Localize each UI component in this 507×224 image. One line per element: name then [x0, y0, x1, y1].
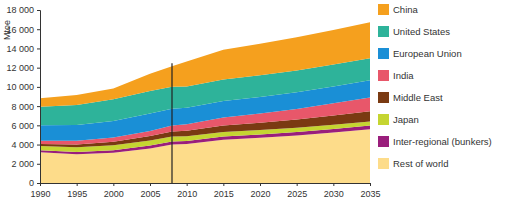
legend-label: India — [393, 70, 414, 81]
y-tick-mark — [37, 68, 40, 69]
legend-swatch — [378, 158, 389, 169]
y-tick-label: 8 000 — [11, 101, 34, 111]
x-tick-label: 2035 — [360, 189, 380, 199]
legend-label: European Union — [393, 48, 462, 59]
legend-swatch — [378, 26, 389, 37]
x-tick-label: 2000 — [104, 189, 124, 199]
legend-item: Japan — [378, 114, 419, 125]
y-tick-label: 14 000 — [6, 44, 34, 54]
legend-item: European Union — [378, 48, 462, 59]
y-tick-mark — [37, 183, 40, 184]
y-tick-mark — [37, 145, 40, 146]
y-tick: 12 000 — [6, 63, 40, 73]
legend-swatch — [378, 114, 389, 125]
legend-label: Middle East — [393, 92, 443, 103]
x-tick: 2035 — [360, 183, 380, 199]
y-axis-line — [37, 11, 41, 184]
legend-item: China — [378, 4, 419, 15]
x-tick-mark — [150, 183, 151, 186]
legend-swatch — [378, 4, 389, 15]
x-tick-label: 2030 — [324, 189, 344, 199]
x-tick: 2005 — [140, 183, 160, 199]
x-tick: 1995 — [67, 183, 87, 199]
y-tick-label: 0 — [29, 178, 34, 188]
y-tick-label: 18 000 — [6, 5, 34, 15]
x-axis: 1990 1995 2000 2005 2010 2015 2020 2025 2030 2035 — [30, 183, 380, 199]
y-tick-label: 4 000 — [11, 140, 34, 150]
legend-item: Middle East — [378, 92, 443, 103]
x-tick: 2010 — [177, 183, 197, 199]
plot-area — [40, 22, 370, 183]
x-tick: 2015 — [214, 183, 234, 199]
reference-line — [171, 63, 172, 183]
x-tick: 1990 — [30, 183, 50, 199]
x-tick-mark — [297, 183, 298, 186]
x-tick-mark — [113, 183, 114, 186]
x-tick-label: 2015 — [214, 189, 234, 199]
y-tick: 2 000 — [11, 159, 40, 169]
x-tick: 2030 — [324, 183, 344, 199]
legend-label: China — [393, 4, 419, 15]
x-tick: 2000 — [104, 183, 124, 199]
x-tick-mark — [77, 183, 78, 186]
legend-swatch — [378, 136, 389, 147]
y-tick-label: 12 000 — [6, 63, 34, 73]
y-tick-label: 10 000 — [6, 82, 34, 92]
y-tick: 14 000 — [6, 44, 40, 54]
x-tick-mark — [333, 183, 334, 186]
y-tick-mark — [37, 29, 40, 30]
legend-item: Rest of world — [378, 158, 448, 169]
legend-label: Japan — [393, 114, 419, 125]
y-tick-label: 2 000 — [11, 159, 34, 169]
chart: 0 2 000 4 000 6 000 8 000 10 000 12 000 14 000 1… — [0, 0, 507, 224]
x-tick-label: 2020 — [250, 189, 270, 199]
legend-swatch — [378, 92, 389, 103]
y-tick-mark — [37, 10, 40, 11]
legend-item: Inter-regional (bunkers) — [378, 136, 492, 147]
x-tick-label: 2025 — [287, 189, 307, 199]
x-tick-mark — [40, 183, 41, 186]
x-tick-label: 1990 — [30, 189, 50, 199]
y-axis-title: Mtoe — [2, 20, 12, 40]
legend-swatch — [378, 70, 389, 81]
y-tick: 8 000 — [11, 101, 40, 111]
y-tick: 18 000 — [6, 5, 40, 15]
x-tick-mark — [223, 183, 224, 186]
legend-swatch — [378, 48, 389, 59]
legend-label: Inter-regional (bunkers) — [393, 136, 492, 147]
y-tick: 4 000 — [11, 140, 40, 150]
x-tick-label: 1995 — [67, 189, 87, 199]
x-tick-mark — [260, 183, 261, 186]
x-tick-label: 2010 — [177, 189, 197, 199]
y-tick-mark — [37, 48, 40, 49]
legend-item: United States — [378, 26, 450, 37]
x-tick-label: 2005 — [140, 189, 160, 199]
x-tick: 2020 — [250, 183, 270, 199]
y-tick-mark — [37, 125, 40, 126]
legend: China United States European Union India Mid… — [378, 4, 492, 169]
y-tick: 0 — [29, 178, 40, 188]
area-series — [40, 22, 370, 106]
y-tick-mark — [37, 87, 40, 88]
y-tick-mark — [37, 164, 40, 165]
x-axis-line — [41, 184, 371, 187]
legend-label: Rest of world — [393, 158, 448, 169]
legend-label: United States — [393, 26, 450, 37]
x-tick: 2025 — [287, 183, 307, 199]
x-tick-mark — [370, 183, 371, 186]
legend-item: India — [378, 70, 414, 81]
y-tick: 6 000 — [11, 121, 40, 131]
y-tick-label: 6 000 — [11, 121, 34, 131]
x-tick-mark — [187, 183, 188, 186]
y-tick: 10 000 — [6, 82, 40, 92]
y-tick-mark — [37, 106, 40, 107]
